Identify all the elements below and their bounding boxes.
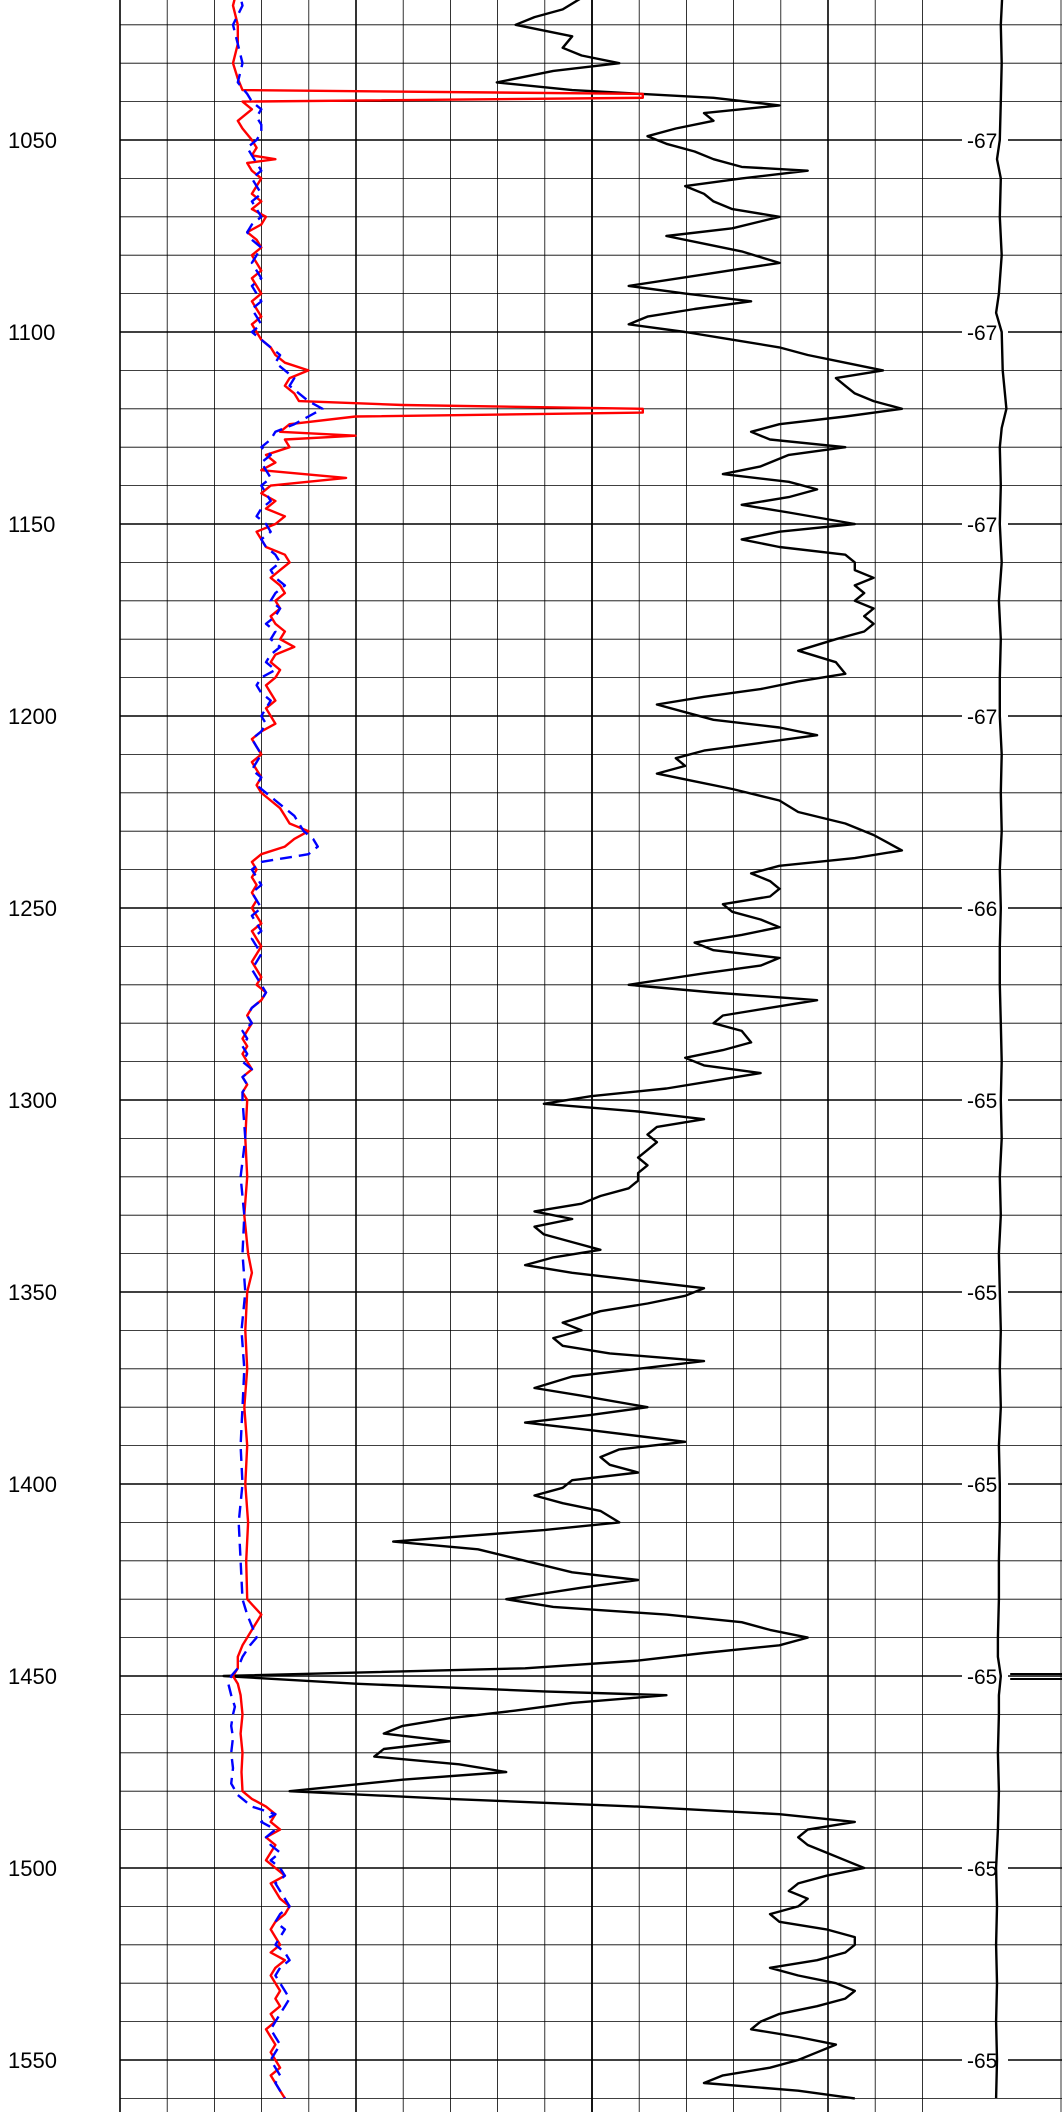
blue-curve-line	[227, 0, 324, 2100]
track-value-label: -67	[967, 130, 997, 153]
depth-tick-label: 1550	[8, 2048, 57, 2073]
grid-layer	[119, 0, 1062, 2112]
depth-tick-label: 1400	[8, 1472, 57, 1497]
track-label-bg	[962, 2047, 1008, 2073]
depth-tick-label: 1150	[8, 512, 55, 537]
track-value-label: -65	[967, 1474, 997, 1497]
track-value-label: -67	[967, 514, 997, 537]
curve-layer	[222, 0, 1062, 2100]
track-value-label: -65	[967, 2050, 997, 2073]
track-value-label: -65	[967, 1666, 997, 1689]
depth-tick-label: 1300	[8, 1088, 57, 1113]
depth-tick-label: 1450	[8, 1664, 57, 1689]
track-value-label: -67	[967, 706, 997, 729]
depth-tick-label: 1500	[8, 1856, 57, 1881]
depth-tick-label: 1050	[8, 128, 57, 153]
track-value-label: -66	[967, 898, 997, 921]
depth-tick-label: 1200	[8, 704, 57, 729]
track-label-bg	[962, 1855, 1008, 1881]
depth-axis-labels: 1050 1100 1150 1200 1250 1300 1350 1400 1450 1500…	[8, 128, 57, 2073]
black-curve-line	[994, 0, 1008, 2099]
red-curve-line	[231, 0, 644, 2100]
track-value-label: -65	[967, 1858, 997, 1881]
depth-tick-label: 1100	[8, 320, 55, 345]
depth-tick-label: 1350	[8, 1280, 57, 1305]
black-curve-line	[222, 0, 904, 2100]
track-value-label: -65	[967, 1282, 997, 1305]
track-value-label: -67	[967, 322, 997, 345]
track-value-label: -65	[967, 1090, 997, 1113]
depth-tick-label: 1250	[8, 896, 57, 921]
